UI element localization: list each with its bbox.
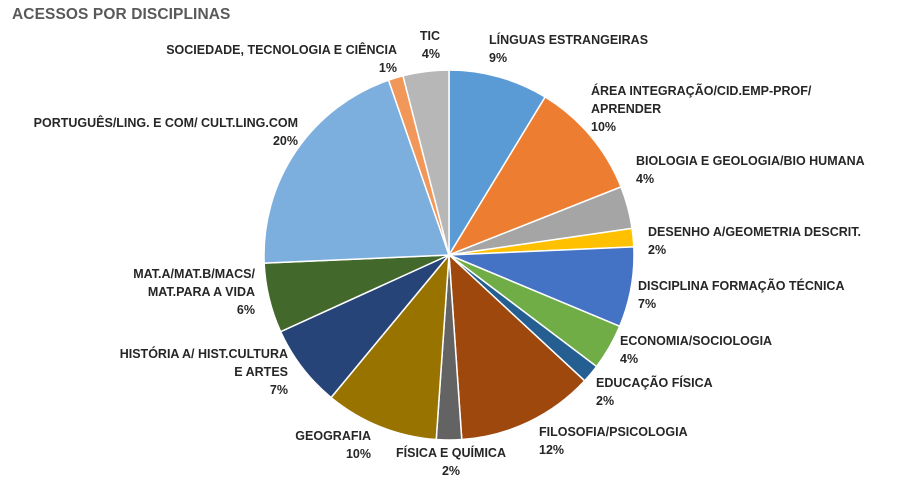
slice-name: FILOSOFIA/PSICOLOGIA xyxy=(539,425,688,439)
slice-name: PORTUGUÊS/LING. E COM/ CULT.LING.COM xyxy=(34,115,298,130)
slice-name: GEOGRAFIA xyxy=(295,429,371,443)
slice-percent: 7% xyxy=(638,297,656,311)
slice-label: DESENHO A/GEOMETRIA DESCRIT. 2% xyxy=(648,225,861,257)
slice-label: SOCIEDADE, TECNOLOGIA E CIÊNCIA 1% xyxy=(166,42,397,75)
pie-slice xyxy=(448,69,547,258)
slice-percent: 2% xyxy=(648,243,666,257)
slice-name: E ARTES xyxy=(234,365,288,379)
slice-name: EDUCAÇÃO FÍSICA xyxy=(596,375,713,390)
slice-name: FÍSICA E QUÍMICA xyxy=(396,445,506,460)
pie-slice xyxy=(447,95,622,257)
slice-label: FÍSICA E QUÍMICA 2% xyxy=(396,445,506,478)
slice-name: ECONOMIA/SOCIOLOGIA xyxy=(620,334,772,348)
slice-label: PORTUGUÊS/LING. E COM/ CULT.LING.COM 20% xyxy=(34,115,298,148)
slice-percent: 10% xyxy=(346,447,371,461)
slice-label: HISTÓRIA A/ HIST.CULTURA E ARTES 7% xyxy=(120,346,288,397)
slice-percent: 6% xyxy=(237,303,255,317)
slice-percent: 9% xyxy=(489,51,507,65)
slice-name: HISTÓRIA A/ HIST.CULTURA xyxy=(120,346,288,361)
slice-percent: 4% xyxy=(620,352,638,366)
pie-slice xyxy=(263,79,451,264)
pie-slice xyxy=(448,253,586,441)
slice-name: MAT.A/MAT.B/MACS/ xyxy=(133,267,255,281)
pie-slice xyxy=(330,252,450,441)
slice-label: ÁREA INTEGRAÇÃO/CID.EMP-PROF/APRENDER 10% xyxy=(591,83,812,134)
slice-percent: 2% xyxy=(442,464,460,478)
slice-name: DESENHO A/GEOMETRIA DESCRIT. xyxy=(648,225,861,239)
slice-percent: 2% xyxy=(596,394,614,408)
slice-name: ÁREA INTEGRAÇÃO/CID.EMP-PROF/ xyxy=(591,83,812,98)
slice-percent: 12% xyxy=(539,443,564,457)
slice-percent: 7% xyxy=(270,383,288,397)
slice-name: SOCIEDADE, TECNOLOGIA E CIÊNCIA xyxy=(166,42,397,57)
slice-percent: 10% xyxy=(591,120,616,134)
slice-name: BIOLOGIA E GEOLOGIA/BIO HUMANA xyxy=(636,154,865,168)
pie-slice xyxy=(402,69,450,256)
slice-label: LÍNGUAS ESTRANGEIRAS 9% xyxy=(489,32,648,65)
slice-label: FILOSOFIA/PSICOLOGIA 12% xyxy=(539,425,688,457)
slice-name: MAT.PARA A VIDA xyxy=(148,285,255,299)
slice-name: APRENDER xyxy=(591,102,661,116)
slice-label: ECONOMIA/SOCIOLOGIA 4% xyxy=(620,334,772,366)
slice-label: GEOGRAFIA 10% xyxy=(295,429,371,461)
slice-label: BIOLOGIA E GEOLOGIA/BIO HUMANA 4% xyxy=(636,154,865,186)
chart-title: ACESSOS POR DISCIPLINAS xyxy=(12,6,231,23)
slice-label: TIC 4% xyxy=(420,29,440,61)
slice-percent: 20% xyxy=(273,134,298,148)
slice-percent: 4% xyxy=(422,47,440,61)
slice-label: EDUCAÇÃO FÍSICA 2% xyxy=(596,375,713,408)
slice-label: DISCIPLINA FORMAÇÃO TÉCNICA 7% xyxy=(638,278,844,311)
slice-percent: 1% xyxy=(379,61,397,75)
slice-name: LÍNGUAS ESTRANGEIRAS xyxy=(489,32,648,47)
slice-name: TIC xyxy=(420,29,440,43)
slice-name: DISCIPLINA FORMAÇÃO TÉCNICA xyxy=(638,278,844,293)
slice-label: MAT.A/MAT.B/MACS/MAT.PARA A VIDA 6% xyxy=(133,267,255,317)
slice-percent: 4% xyxy=(636,172,654,186)
